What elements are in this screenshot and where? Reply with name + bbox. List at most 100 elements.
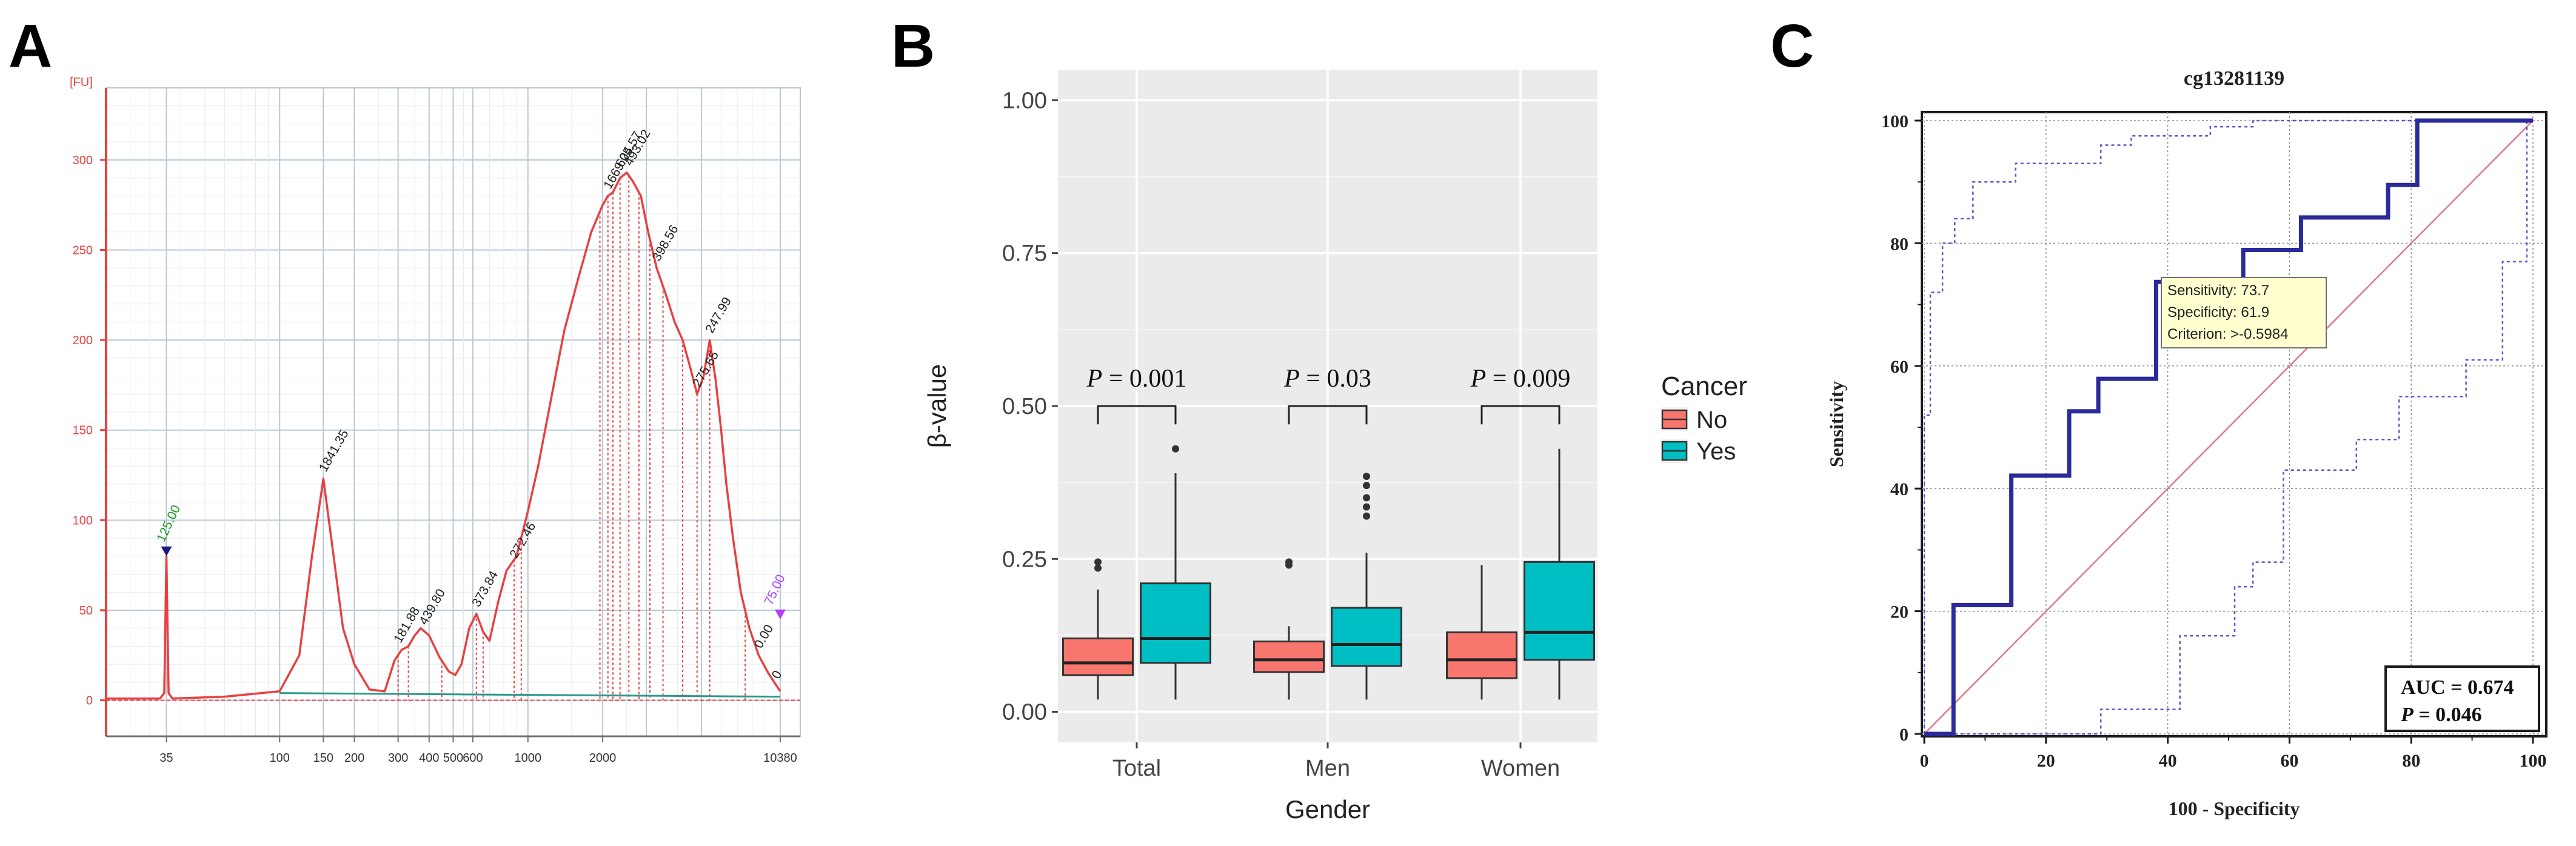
roc-p-text: P = 0.046 [2400, 704, 2482, 726]
boxplot-box-total-no [1062, 558, 1134, 700]
electropherogram-y-tick-label: 300 [73, 154, 93, 167]
boxplot-x-tick-label: Total [1112, 756, 1161, 781]
roc-x-tick-label: 0 [1920, 751, 1929, 771]
electropherogram-y-tick-label: 250 [73, 244, 93, 258]
roc-x-tick-label: 80 [2402, 751, 2420, 771]
roc-reference-diagonal [1924, 120, 2534, 734]
boxplot-significance-bracket [1288, 405, 1368, 425]
electropherogram-x-tick-label: 600 [463, 751, 483, 765]
electropherogram-x-tick-label: 500 [443, 751, 463, 765]
roc-tooltip-box [2161, 277, 2327, 348]
boxplot-outlier [1363, 482, 1370, 490]
electropherogram-x-tick-label: 200 [344, 751, 364, 765]
electropherogram-trace [106, 171, 781, 700]
boxplot-outlier [1094, 564, 1102, 572]
roc-y-tick-label: 20 [1890, 602, 1909, 622]
boxplot-y-tick-label: 0.75 [1002, 241, 1047, 267]
boxplot-legend-label: No [1696, 407, 1727, 433]
electropherogram-x-tick-label: 300 [388, 751, 408, 765]
boxplot-outlier [1285, 558, 1293, 566]
electropherogram-x-tick-label: 150 [313, 751, 333, 765]
electropherogram-x-ticks: 35 100 150 200 300 400 500 600 1000 2000 10380 [159, 736, 797, 765]
roc-x-tick-label: 60 [2280, 751, 2298, 771]
boxplot-box-total-yes [1140, 445, 1211, 700]
electropherogram-y-ticks: 0 50 100 150 200 250 300 [73, 154, 106, 708]
roc-summary-frame [2384, 665, 2540, 732]
boxplot-iqr-box [1524, 561, 1595, 661]
boxplot-x-axis-label: Gender [1285, 795, 1370, 824]
electropherogram-baseline [279, 692, 780, 698]
roc-tooltip-criterion: Criterion: >-0.5984 [2167, 326, 2288, 342]
boxplot-y-ticks: 0.00 0.25 0.50 0.75 1.00 [1002, 88, 1058, 725]
electropherogram-peak-dividers [106, 175, 800, 701]
boxplot-y-tick-label: 0.50 [1002, 394, 1047, 419]
boxplot-outlier [1363, 494, 1370, 502]
boxplot-p-value: P = 0.009 [1470, 365, 1571, 393]
roc-x-axis-label: 100 - Specificity [2169, 798, 2300, 819]
roc-auc-text: AUC = 0.674 [2401, 676, 2514, 699]
electropherogram-y-tick-label: 200 [73, 334, 93, 347]
boxplot-box-men-no [1253, 558, 1325, 700]
boxplot-box-men-yes [1331, 473, 1402, 700]
boxplot-legend-title: Cancer [1661, 371, 1747, 401]
roc-summary-box: AUC = 0.674 P = 0.046 [2384, 665, 2540, 732]
boxplot-box-women-yes [1524, 448, 1595, 700]
roc-y-tick-label: 100 [1881, 112, 1909, 132]
roc-y-tick-label: 0 [1899, 725, 1909, 745]
boxplot-outlier [1094, 558, 1102, 566]
roc-ci-lower [1924, 119, 2533, 735]
panel-letter-b: B [891, 12, 935, 80]
electropherogram-x-tick-label: 35 [159, 751, 173, 765]
boxplot-p-value: P = 0.03 [1283, 365, 1371, 393]
roc-x-tick-label: 40 [2159, 751, 2177, 771]
electropherogram-y-unit: [FU] [70, 76, 93, 89]
boxplot-x-tick-label: Men [1305, 756, 1350, 781]
roc-chart: cg13281139 0 20 40 60 80 100 0 20 40 60 80 100 Sens… [1825, 67, 2548, 819]
boxplot-outlier [1363, 503, 1370, 511]
panel-letter-a: A [8, 12, 52, 80]
roc-ticks: 0 20 40 60 80 100 0 20 40 60 80 100 [1881, 112, 2547, 771]
electropherogram-x-tick-label: 400 [419, 751, 439, 765]
boxplot-iqr-box [1253, 641, 1325, 673]
upper-marker-icon [774, 609, 786, 619]
electropherogram-y-tick-label: 0 [86, 694, 93, 708]
roc-criterion-tooltip: Sensitivity: 73.7 Specificity: 61.9 Crit… [2161, 277, 2327, 348]
boxplot-outlier [1363, 473, 1370, 481]
boxplot-iqr-box [1331, 607, 1402, 667]
boxplot-chart: 0.00 0.25 0.50 0.75 1.00 Total Men Women β-val… [923, 70, 1747, 824]
panel-letter-c: C [1770, 12, 1814, 80]
boxplot-y-tick-label: 0.25 [1002, 547, 1047, 572]
roc-x-tick-label: 100 [2520, 751, 2547, 771]
electropherogram-x-tick-label: 1000 [515, 751, 542, 765]
electropherogram-y-tick-label: 100 [73, 514, 93, 527]
roc-tooltip-sensitivity: Sensitivity: 73.7 [2167, 282, 2269, 299]
boxplot-outlier [1172, 445, 1179, 453]
roc-tooltip-specificity: Specificity: 61.9 [2167, 304, 2269, 321]
boxplot-iqr-box [1062, 637, 1134, 676]
boxplot-significance-bracket [1480, 405, 1561, 425]
electropherogram-y-tick-label: 50 [79, 604, 93, 618]
roc-title: cg13281139 [2184, 67, 2284, 90]
roc-y-tick-label: 80 [1890, 234, 1909, 254]
boxplot-outlier [1363, 512, 1370, 520]
electropherogram-y-tick-label: 150 [73, 424, 93, 438]
roc-y-tick-label: 60 [1890, 357, 1909, 377]
boxplot-legend-label: Yes [1696, 438, 1736, 465]
boxplot-x-ticks: Total Men Women [1112, 742, 1560, 781]
electropherogram-x-tick-label: 100 [270, 751, 290, 765]
electropherogram-chart: [FU] 0 50 100 150 200 250 300 35 100 150 200 300 40… [70, 76, 801, 765]
roc-y-axis-label: Sensitivity [1825, 381, 1847, 467]
boxplot-x-tick-label: Women [1481, 756, 1560, 781]
boxplot-p-value: P = 0.001 [1086, 365, 1187, 393]
boxplot-significance-bracket [1097, 405, 1177, 425]
roc-x-tick-label: 20 [2037, 751, 2055, 771]
roc-ci-upper [1923, 119, 2533, 734]
electropherogram-x-tick-label: 2000 [589, 751, 617, 765]
boxplot-boxes [1062, 445, 1595, 700]
electropherogram-x-tick-label: 10380 [763, 751, 797, 765]
boxplot-iqr-box [1140, 582, 1211, 664]
boxplot-iqr-box [1446, 631, 1517, 679]
boxplot-y-tick-label: 0.00 [1002, 700, 1047, 725]
roc-curve [1924, 118, 2533, 736]
boxplot-y-tick-label: 1.00 [1002, 88, 1047, 113]
